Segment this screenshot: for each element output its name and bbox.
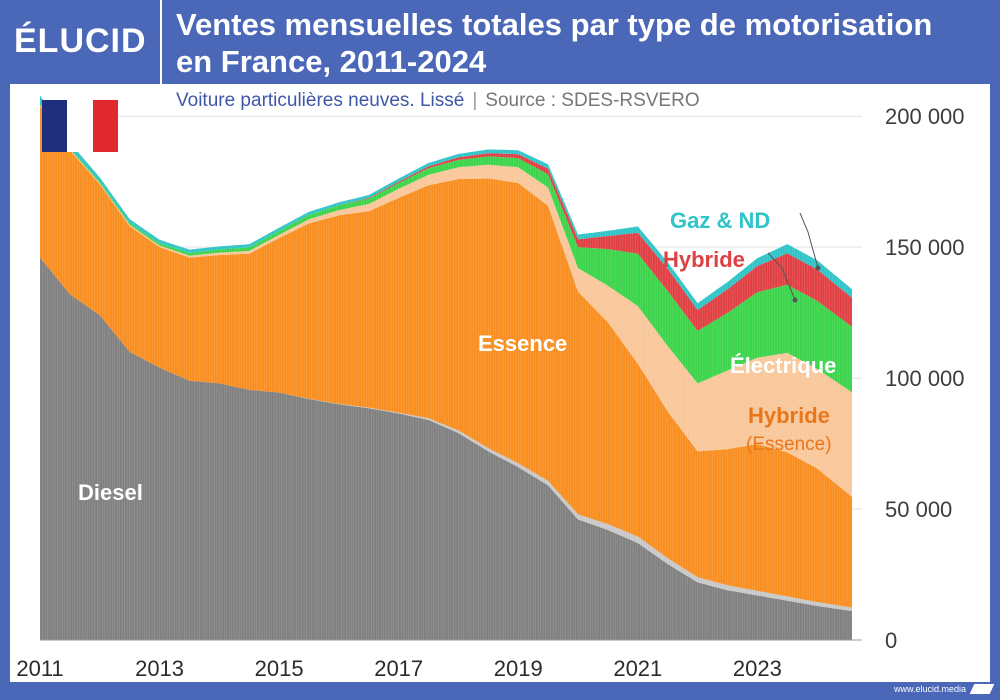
label-hybride-essence: Hybride (748, 403, 830, 428)
y-tick-label: 50 000 (885, 497, 952, 522)
series-area-essence (40, 105, 852, 608)
y-tick-label: 150 000 (885, 235, 965, 260)
flag-red-stripe (92, 100, 118, 152)
subtitle-description: Voiture particulières neuves. Lissé (176, 90, 465, 111)
x-tick-label: 2015 (255, 656, 304, 681)
chart-subtitle: Voiture particulières neuves. Lissé | Sour… (176, 90, 700, 112)
france-flag-icon (42, 100, 118, 152)
flag-blue-stripe (42, 100, 68, 152)
leader-gaz-nd-dot (815, 265, 821, 271)
leader-gaz-nd (799, 212, 819, 269)
footer-credit[interactable]: www.elucid.media (893, 684, 966, 694)
elucid-logo[interactable]: ÉLUCID (14, 22, 147, 60)
title-line-2: en France, 2011-2024 (176, 44, 487, 79)
label-diesel: Diesel (78, 480, 143, 505)
x-tick-label: 2023 (733, 656, 782, 681)
label-hybride: Hybride (663, 247, 745, 272)
subtitle-separator: | (472, 90, 478, 111)
label-essence: Essence (478, 331, 567, 356)
chart-title: Ventes mensuelles totales par type de mo… (176, 6, 996, 80)
subtitle-source: Source : SDES-RSVERO (485, 90, 700, 111)
logo-box: ÉLUCID (0, 0, 162, 84)
x-tick-label: 2017 (374, 656, 423, 681)
label-gaz-nd: Gaz & ND (670, 208, 770, 233)
leader-hybride (767, 252, 796, 301)
x-tick-label: 2011 (16, 656, 63, 681)
leader-hybride-dot (792, 297, 798, 303)
y-tick-label: 100 000 (885, 366, 965, 391)
x-tick-label: 2013 (135, 656, 184, 681)
x-tick-label: 2019 (494, 656, 543, 681)
series-area-diesel (40, 257, 852, 640)
label-hybride-essence-sub: (Essence) (746, 434, 832, 455)
y-tick-label: 200 000 (885, 104, 965, 129)
flag-white-stripe (67, 100, 93, 152)
y-tick-label: 0 (885, 628, 897, 653)
header-bar: ÉLUCID Ventes mensuelles totales par typ… (0, 0, 1000, 84)
series-area--lectrique (40, 104, 852, 393)
title-line-1: Ventes mensuelles totales par type de mo… (176, 7, 933, 42)
x-tick-label: 2021 (613, 656, 662, 681)
label-electrique: Électrique (730, 353, 836, 378)
